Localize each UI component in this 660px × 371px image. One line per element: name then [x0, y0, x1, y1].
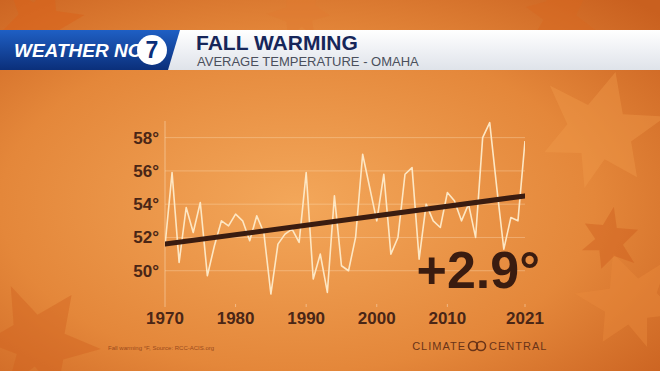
credit-right: CENTRAL — [489, 340, 547, 352]
credit-logo — [477, 342, 486, 351]
annotation: +2.9° — [417, 241, 540, 299]
leaf — [527, 57, 660, 204]
header-bar — [0, 30, 660, 70]
y-tick-label: 56° — [133, 162, 159, 181]
leaf-shape — [527, 57, 660, 204]
y-axis-line — [165, 121, 166, 304]
x-tick — [525, 304, 526, 307]
title: FALL WARMING — [196, 31, 358, 54]
x-tick-label: 2021 — [506, 309, 544, 328]
y-tick-label: 52° — [133, 228, 159, 247]
x-tick — [447, 304, 448, 307]
chart: WEATHER NOW7FALL WARMINGAVERAGE TEMPERAT… — [0, 0, 660, 371]
grid-line — [165, 170, 525, 171]
grid-line — [165, 137, 525, 138]
leaf-shape — [572, 202, 649, 279]
channel-text: 7 — [146, 37, 159, 63]
y-tick-label: 50° — [133, 262, 159, 281]
leaf — [0, 263, 117, 371]
credit-left: CLIMATE — [412, 340, 466, 352]
x-tick — [235, 304, 236, 307]
x-tick-label: 1990 — [287, 309, 325, 328]
source: Fall warming °F, Source: RCC-ACIS.org — [108, 345, 214, 351]
background — [0, 0, 660, 371]
channel-circle — [137, 35, 167, 65]
brand-box — [0, 30, 180, 70]
y-tick-label: 54° — [133, 195, 159, 214]
x-tick-label: 1970 — [146, 309, 184, 328]
trend-line — [165, 196, 525, 244]
leaf-shape — [0, 263, 117, 371]
x-tick-label: 1980 — [217, 309, 255, 328]
x-tick — [376, 304, 377, 307]
x-tick-label: 2010 — [428, 309, 466, 328]
leaf — [572, 202, 649, 279]
y-tick-label: 58° — [133, 129, 159, 148]
x-tick — [306, 304, 307, 307]
x-tick-label: 2000 — [358, 309, 396, 328]
x-tick — [165, 304, 166, 307]
subtitle: AVERAGE TEMPERATURE - OMAHA — [197, 54, 419, 69]
